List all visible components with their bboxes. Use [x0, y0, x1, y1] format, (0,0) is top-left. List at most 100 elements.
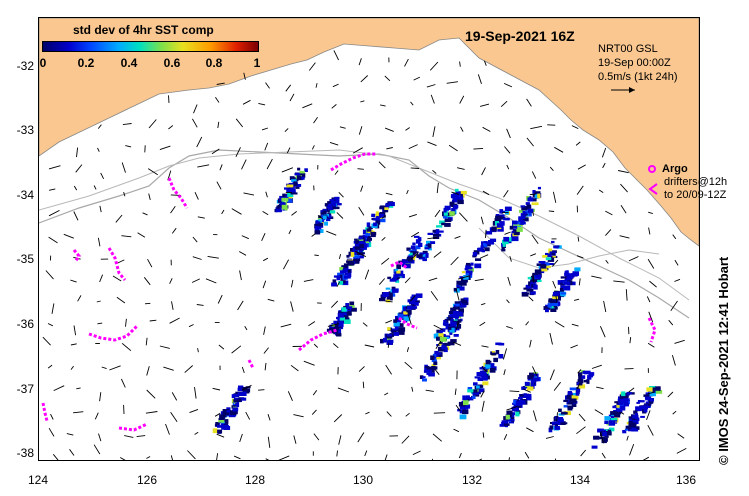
sst-pixel: [383, 337, 387, 343]
sst-pixel: [455, 302, 460, 307]
current-vector: [327, 323, 340, 327]
sst-pixel: [439, 220, 445, 225]
sst-pixel: [387, 327, 391, 331]
sst-pixel: [521, 400, 526, 405]
sst-pixel: [343, 305, 350, 310]
sst-pixel: [548, 248, 553, 254]
current-vector: [69, 449, 75, 456]
sst-pixel: [560, 412, 568, 415]
current-vector: [281, 167, 294, 173]
current-vector: [556, 412, 558, 421]
current-vector: [339, 126, 346, 129]
sst-pixel: [467, 387, 473, 391]
sst-pixel: [232, 394, 239, 398]
current-vector: [48, 427, 55, 437]
sst-pixel: [436, 352, 442, 355]
sst-pixel: [387, 334, 393, 337]
sst-pixel: [450, 310, 456, 314]
sst-pixel: [488, 363, 495, 368]
sst-pixel: [382, 292, 389, 297]
sst-pixel: [584, 370, 590, 374]
sst-pixel: [493, 357, 498, 363]
sst-pixel: [614, 413, 621, 418]
sst-pixel: [397, 313, 404, 319]
sst-pixel: [540, 264, 547, 269]
sst-pixel: [516, 404, 522, 408]
sst-pixel: [472, 252, 478, 257]
current-vector: [434, 369, 440, 375]
current-vector: [293, 414, 304, 418]
sst-pixel: [552, 296, 558, 300]
current-vector: [238, 251, 247, 256]
sst-pixel: [575, 391, 580, 396]
sst-pixel: [572, 274, 578, 277]
current-vector: [45, 270, 54, 280]
sst-pixel: [404, 314, 408, 318]
sst-pixel: [425, 244, 429, 247]
sst-pixel: [643, 407, 648, 413]
current-vector: [482, 190, 490, 196]
sst-pixel: [432, 234, 440, 237]
sst-pixel: [441, 344, 447, 350]
sst-pixel: [327, 205, 333, 210]
current-vector: [120, 378, 126, 388]
sst-pixel: [469, 270, 473, 276]
sst-pixel: [221, 421, 227, 424]
current-vector: [629, 337, 632, 344]
sst-pixel: [407, 311, 412, 315]
sst-pixel: [533, 373, 539, 379]
sst-pixel: [436, 329, 442, 333]
current-vector: [121, 342, 132, 352]
sst-pixel: [334, 323, 342, 329]
current-vector: [218, 344, 225, 350]
sst-pixel: [530, 379, 535, 383]
sst-pixel: [610, 411, 617, 415]
sst-pixel: [396, 270, 401, 274]
current-vector: [212, 387, 221, 391]
sst-pixel: [452, 195, 459, 200]
sst-pixel: [581, 375, 586, 379]
current-vector: [427, 141, 437, 147]
sst-pixel: [635, 406, 641, 412]
colorbar-tick-1: 1: [253, 56, 261, 70]
sst-pixel: [353, 259, 360, 264]
sst-pixel: [598, 428, 602, 432]
sst-pixel: [545, 253, 552, 257]
sst-pixel: [439, 330, 443, 336]
sst-pixel: [415, 245, 421, 250]
current-vector: [380, 104, 386, 107]
sst-pixel: [631, 425, 637, 431]
current-vector: [262, 280, 267, 289]
sst-pixel: [481, 249, 485, 253]
sst-pixel: [521, 217, 529, 222]
current-vector: [577, 369, 582, 374]
current-vector: [452, 341, 462, 346]
current-vector: [576, 185, 584, 195]
current-vector: [241, 366, 245, 374]
current-vector: [503, 190, 509, 198]
drifter-track: [107, 247, 127, 281]
sst-pixel: [342, 268, 348, 273]
current-vector: [75, 164, 83, 173]
sst-pixel: [564, 279, 569, 284]
sst-pixel: [417, 254, 423, 258]
current-vector: [384, 392, 389, 396]
sst-pixel: [450, 194, 455, 199]
sst-pixel: [456, 311, 463, 317]
current-vector: [525, 321, 530, 326]
current-vector: [642, 456, 650, 460]
sst-pixel: [406, 256, 413, 262]
sst-pixel: [447, 316, 451, 321]
sst-pixel: [543, 306, 550, 310]
current-vector: [267, 298, 275, 302]
current-vector: [434, 209, 441, 218]
current-vector: [330, 300, 339, 308]
sst-pixel: [338, 281, 344, 285]
sst-pixel: [338, 323, 343, 327]
sst-pixel: [652, 388, 656, 393]
current-vector: [410, 252, 419, 260]
current-vector: [73, 185, 78, 191]
sst-pixel: [413, 235, 420, 238]
sst-pixel: [643, 394, 650, 397]
current-vector: [311, 409, 317, 415]
